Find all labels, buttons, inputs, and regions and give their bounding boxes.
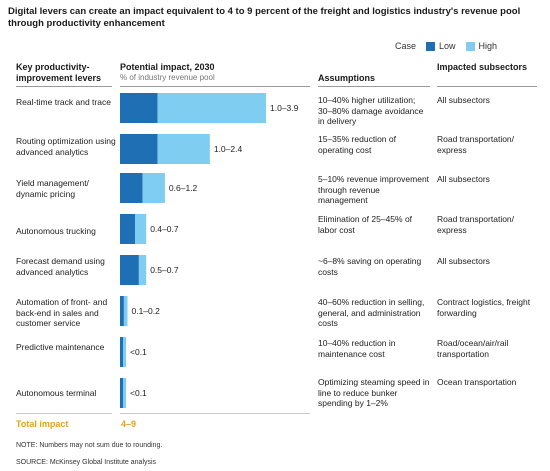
assumption-text: Optimizing steaming speed in line to red… [318, 377, 430, 408]
data-label: <0.1 [130, 347, 147, 357]
lever-label: Routing optimization using advanced anal… [16, 136, 116, 157]
header-impact: Potential impact, 2030 [120, 62, 215, 72]
bar-low [120, 134, 158, 164]
data-label: 0.6–1.2 [169, 183, 198, 193]
lever-label: Predictive maintenance [16, 342, 105, 352]
lever-label: Automation of front- and back-end in sal… [16, 297, 108, 328]
subsector-text: All subsectors [437, 95, 490, 105]
header-assumptions: Assumptions [318, 73, 376, 83]
assumption-text: 10–40% higher utilization; 30–80% damage… [318, 95, 424, 126]
assumption-text: Elimination of 25–45% of labor cost [318, 214, 413, 235]
data-label: <0.1 [130, 388, 147, 398]
assumption-text: 10–40% reduction in maintenance cost [318, 338, 396, 359]
assumption-text: ~6–8% saving on operating costs [318, 256, 422, 277]
bar-low [120, 296, 124, 326]
header-rule-assumptions [318, 86, 430, 87]
lever-label: Autonomous trucking [16, 226, 96, 236]
total-value: 4–9 [121, 419, 137, 429]
header-impact-sub: % of industry revenue pool [120, 73, 215, 82]
lever-label: Autonomous terminal [16, 388, 97, 398]
legend-low-swatch [426, 41, 436, 51]
total-rule-impact [120, 413, 310, 414]
bar-low [120, 173, 143, 203]
total-rule-levers [16, 413, 112, 414]
subsector-text: Contract logistics, freight forwarding [437, 297, 531, 318]
data-label: 0.5–0.7 [150, 265, 179, 275]
header-subsectors: Impacted subsectors [437, 62, 528, 72]
bar-low [120, 378, 123, 408]
legend-high-label: High [478, 41, 498, 51]
subsector-text: Road/ocean/air/rail transportation [437, 338, 509, 359]
bar-low [120, 93, 158, 123]
legend-high-swatch [465, 41, 475, 51]
bar-low [120, 255, 139, 285]
legend: Case Low High [395, 41, 497, 51]
header-rule-levers [16, 86, 112, 87]
data-label: 1.0–2.4 [214, 144, 243, 154]
header-rule-subsectors [437, 86, 537, 87]
note: NOTE: Numbers may not sum due to roundin… [16, 442, 163, 449]
bar-low [120, 214, 135, 244]
subsector-text: Ocean transportation [437, 377, 517, 387]
source: SOURCE: McKinsey Global Institute analys… [16, 459, 157, 466]
legend-low-label: Low [439, 41, 456, 51]
subsector-text: Road transportation/ express [437, 214, 515, 235]
assumption-text: 5–10% revenue improvement through revenu… [318, 174, 430, 205]
assumption-text: 40–60% reduction in selling, general, an… [318, 297, 425, 328]
data-label: 0.1–0.2 [131, 306, 160, 316]
lever-label: Yield management/ dynamic pricing [16, 178, 89, 199]
total-label: Total impact [16, 419, 69, 429]
lever-label: Forecast demand using advanced analytics [16, 256, 105, 277]
legend-title: Case [395, 41, 417, 51]
subsector-text: All subsectors [437, 174, 490, 184]
bar-low [120, 337, 123, 367]
lever-label: Real-time track and trace [16, 97, 111, 107]
data-label: 1.0–3.9 [270, 103, 299, 113]
subsector-text: All subsectors [437, 256, 490, 266]
subsector-text: Road transportation/ express [437, 134, 515, 155]
chart-title: Digital levers can create an impact equi… [8, 6, 521, 29]
header-rule-impact [120, 86, 310, 87]
header-levers: Key productivity-improvement levers [16, 62, 102, 83]
data-label: 0.4–0.7 [150, 224, 179, 234]
assumption-text: 15–35% reduction of operating cost [318, 134, 396, 155]
